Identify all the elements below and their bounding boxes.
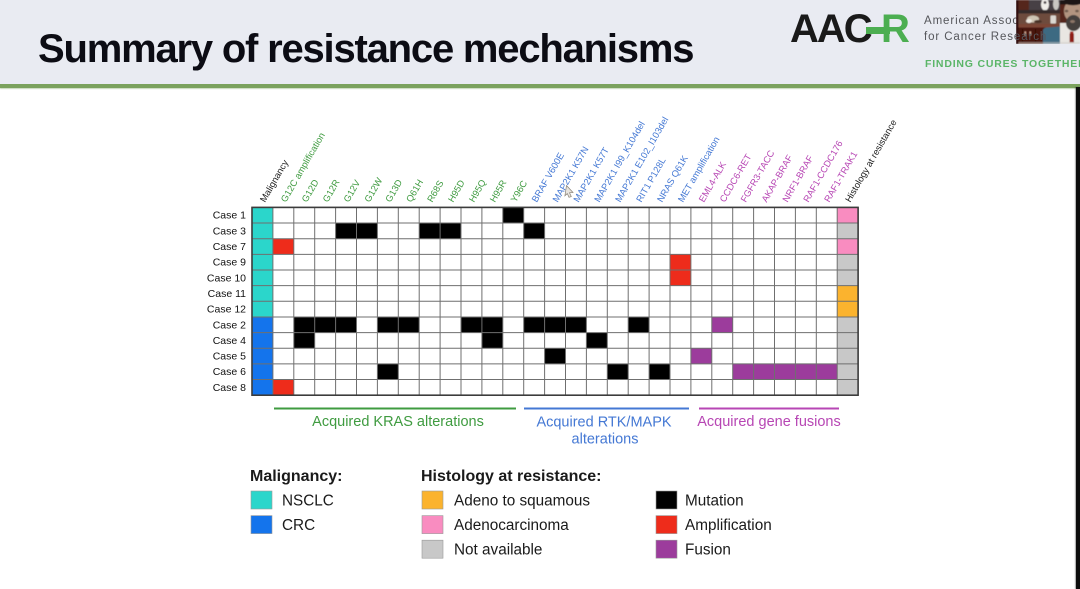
svg-text:Case 10: Case 10	[207, 272, 246, 284]
svg-text:Mutation: Mutation	[685, 493, 744, 510]
svg-text:Acquired gene fusions: Acquired gene fusions	[697, 414, 841, 430]
svg-text:G12D: G12D	[300, 178, 321, 204]
svg-text:Histology at resistance:: Histology at resistance:	[421, 468, 602, 485]
svg-text:G13D: G13D	[383, 178, 404, 204]
svg-text:R68S: R68S	[425, 179, 445, 204]
svg-text:Malignancy:: Malignancy:	[250, 468, 342, 485]
svg-text:Case 1: Case 1	[213, 210, 246, 222]
svg-text:Adeno to squamous: Adeno to squamous	[454, 493, 590, 510]
svg-text:Case 11: Case 11	[208, 288, 246, 300]
svg-text:Adenocarcinoma: Adenocarcinoma	[454, 517, 569, 534]
svg-text:G12R: G12R	[321, 178, 342, 204]
svg-text:Y96C: Y96C	[509, 179, 529, 204]
svg-text:Case 5: Case 5	[213, 351, 246, 363]
svg-text:Case 8: Case 8	[213, 382, 246, 394]
svg-text:Case 6: Case 6	[213, 366, 246, 378]
svg-text:NSCLC: NSCLC	[282, 493, 334, 510]
svg-text:Case 12: Case 12	[207, 304, 246, 316]
svg-text:Case 4: Case 4	[213, 335, 246, 347]
svg-text:H95Q: H95Q	[467, 178, 488, 204]
svg-text:Fusion: Fusion	[685, 542, 731, 559]
svg-text:Case 7: Case 7	[213, 241, 246, 253]
svg-text:G12W: G12W	[363, 176, 385, 204]
svg-text:G12V: G12V	[342, 178, 363, 204]
svg-text:H95D: H95D	[446, 178, 467, 204]
svg-text:Amplification: Amplification	[685, 517, 772, 534]
svg-text:Acquired KRAS alterations: Acquired KRAS alterations	[312, 414, 484, 430]
svg-text:Acquired RTK/MAPK: Acquired RTK/MAPK	[536, 415, 671, 431]
svg-text:alterations: alterations	[572, 432, 639, 448]
svg-text:Case 2: Case 2	[213, 319, 246, 331]
svg-text:Not available: Not available	[454, 542, 542, 559]
svg-text:CRC: CRC	[282, 517, 315, 534]
svg-text:Case 9: Case 9	[213, 257, 246, 269]
svg-text:Q61H: Q61H	[404, 178, 425, 204]
svg-text:Case 3: Case 3	[213, 225, 246, 237]
svg-text:H95R: H95R	[488, 178, 509, 204]
